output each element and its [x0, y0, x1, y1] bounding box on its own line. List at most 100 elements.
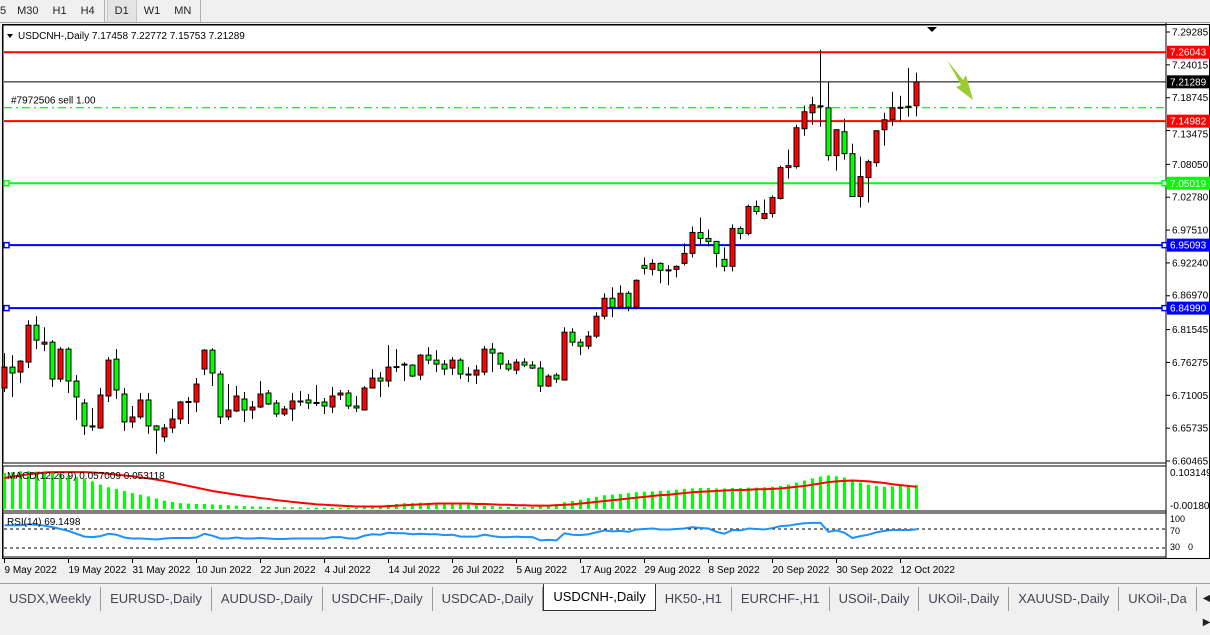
- chart-shift-marker-icon[interactable]: [927, 27, 937, 32]
- timeframe-d1[interactable]: D1: [106, 0, 137, 22]
- macd-histogram-bar: [467, 503, 470, 509]
- macd-histogram-bar: [155, 498, 158, 509]
- timeframe-h4[interactable]: H4: [80, 5, 95, 17]
- chart-tab[interactable]: USDX,Weekly: [0, 587, 102, 611]
- macd-histogram-bar: [787, 484, 790, 509]
- timeframe-mn[interactable]: MN: [174, 5, 192, 17]
- candle-bullish: [873, 130, 880, 164]
- timeframe-w1[interactable]: W1: [143, 5, 161, 17]
- candle-bearish: [825, 107, 832, 157]
- macd-histogram-bar: [707, 488, 710, 509]
- macd-histogram-bar: [507, 506, 510, 509]
- chart-tab[interactable]: EURCHF-,H1: [732, 587, 830, 611]
- candle-bearish: [241, 398, 248, 411]
- chart-tab[interactable]: USDCNH-,Daily: [543, 584, 656, 611]
- candle-bearish: [497, 352, 504, 365]
- timeframe-m30[interactable]: M30: [17, 5, 39, 17]
- candle-bearish: [641, 264, 648, 269]
- line-anchor-handle[interactable]: [3, 304, 10, 312]
- candle-bearish: [529, 364, 536, 369]
- line-anchor-handle[interactable]: [1161, 180, 1168, 187]
- price-tick-label: 6.71005: [1172, 391, 1209, 402]
- timeframe-h1[interactable]: H1: [52, 5, 67, 17]
- line-anchor-handle[interactable]: [1161, 304, 1168, 312]
- candle-bullish: [913, 81, 920, 107]
- chart-tab[interactable]: AUDUSD-,Daily: [212, 587, 323, 611]
- candle-bullish: [361, 387, 368, 411]
- chart-tab[interactable]: XAUUSD-,Daily: [1009, 587, 1120, 611]
- candle-bearish: [89, 425, 96, 428]
- macd-histogram-bar: [851, 479, 854, 509]
- chart-tab[interactable]: USOil-,Daily: [830, 587, 920, 611]
- candle-bearish: [409, 364, 416, 377]
- candle-bullish: [513, 361, 520, 371]
- rsi-scale-label: 0: [1188, 542, 1193, 552]
- macd-histogram-bar: [315, 507, 318, 509]
- chart-window[interactable]: 7.29285 7.24015 7.18745 7.13475 7.08050 7.027…: [0, 23, 1210, 583]
- line-anchor-handle[interactable]: [1161, 241, 1168, 249]
- price-level-label: 6.84990: [1170, 304, 1207, 315]
- chart-tab[interactable]: EURUSD-,Daily: [101, 587, 212, 611]
- macd-histogram-bar: [723, 488, 726, 509]
- macd-histogram-bar: [123, 490, 126, 509]
- line-anchor-handle[interactable]: [3, 241, 10, 249]
- candle-bullish: [193, 383, 200, 403]
- chart-tab[interactable]: USDCAD-,Daily: [433, 587, 544, 611]
- macd-histogram-bar: [619, 493, 622, 509]
- date-label: 14 Jul 2022: [389, 565, 441, 576]
- macd-histogram-bar: [283, 507, 286, 509]
- date-label: 31 May 2022: [133, 565, 191, 576]
- macd-histogram-bar: [835, 476, 838, 509]
- candle-bearish: [521, 361, 528, 366]
- rsi-line: [4, 521, 917, 542]
- macd-histogram-bar: [107, 487, 110, 509]
- macd-histogram-bar: [811, 478, 814, 509]
- toolbar-separator: [200, 0, 202, 22]
- candle-bearish: [577, 341, 584, 347]
- down-right-arrow-icon[interactable]: [947, 60, 973, 100]
- macd-histogram-bar: [171, 501, 174, 509]
- candle-bearish: [457, 359, 464, 375]
- candle-bullish: [281, 408, 288, 415]
- macd-histogram-bar: [675, 489, 678, 509]
- timeframe-5[interactable]: 5: [0, 5, 7, 17]
- candle-bullish: [857, 176, 864, 198]
- candle-bullish: [313, 401, 320, 404]
- macd-histogram-bar: [547, 505, 550, 509]
- candle-bullish: [369, 377, 376, 389]
- date-label: 9 May 2022: [5, 565, 58, 576]
- macd-histogram-bar: [539, 506, 542, 509]
- macd-histogram-bar: [475, 504, 478, 509]
- line-anchor-handle[interactable]: [3, 180, 10, 187]
- candle-bullish: [161, 427, 168, 438]
- candle-bullish: [249, 406, 256, 411]
- macd-histogram-bar: [747, 487, 750, 509]
- macd-histogram-bar: [299, 507, 302, 509]
- price-tick-label: 7.24015: [1172, 61, 1209, 72]
- chart-tab[interactable]: HK50-,H1: [656, 587, 732, 611]
- candle-bearish: [425, 354, 432, 361]
- candle-bullish: [481, 348, 488, 373]
- candle-bearish: [305, 399, 312, 404]
- chart-tab[interactable]: UKOil-,Da: [1119, 587, 1197, 611]
- macd-histogram-bar: [19, 471, 22, 509]
- macd-histogram-bar: [131, 493, 134, 509]
- candle-bearish: [265, 392, 272, 405]
- macd-histogram-bar: [211, 504, 214, 509]
- collapse-triangle-icon[interactable]: [7, 34, 13, 38]
- date-label: 17 Aug 2022: [581, 565, 638, 576]
- scroll-left-icon[interactable]: ◀: [1202, 593, 1210, 604]
- date-label: 19 May 2022: [69, 565, 127, 576]
- chart-tab[interactable]: UKOil-,Daily: [919, 587, 1010, 611]
- candle-bearish: [153, 425, 160, 431]
- macd-histogram-bar: [859, 482, 862, 509]
- price-level-badge: [1167, 114, 1210, 128]
- price-level-badge: [1167, 238, 1210, 252]
- macd-histogram-bar: [715, 488, 718, 509]
- chart-tab[interactable]: USDCHF-,Daily: [323, 587, 433, 611]
- scroll-right-icon[interactable]: ▶: [1202, 617, 1210, 628]
- candle-bullish: [177, 401, 184, 420]
- candle-bullish: [1, 366, 8, 389]
- tab-scroll-arrows[interactable]: ◀ ▶: [1197, 587, 1210, 635]
- candle-bearish: [505, 363, 512, 370]
